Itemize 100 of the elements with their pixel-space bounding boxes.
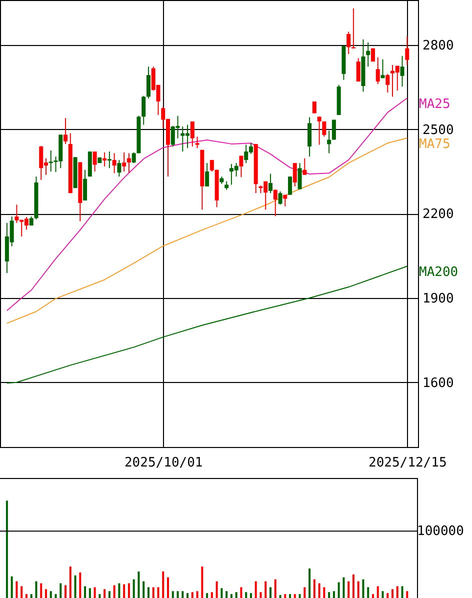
bar bbox=[372, 594, 374, 598]
series-label: MA75 bbox=[419, 137, 450, 152]
series-label: MA25 bbox=[419, 97, 450, 112]
bar bbox=[118, 583, 120, 598]
bar bbox=[79, 572, 82, 598]
candlestick bbox=[268, 173, 272, 194]
bar bbox=[167, 577, 170, 598]
bar bbox=[357, 581, 360, 598]
bar bbox=[60, 583, 62, 598]
bar bbox=[392, 589, 394, 598]
bar bbox=[274, 579, 276, 598]
bar bbox=[264, 581, 267, 598]
bar bbox=[401, 586, 404, 598]
candlestick bbox=[317, 116, 322, 146]
candlestick bbox=[380, 58, 385, 79]
bar bbox=[104, 589, 106, 598]
candlestick bbox=[190, 120, 194, 147]
bar bbox=[332, 591, 335, 598]
bar bbox=[338, 582, 340, 598]
candlestick bbox=[400, 55, 404, 88]
candlestick bbox=[278, 190, 282, 206]
candlestick bbox=[366, 42, 370, 68]
candlestick bbox=[327, 130, 332, 154]
bar bbox=[88, 588, 91, 598]
candlestick bbox=[205, 162, 210, 187]
candlestick bbox=[132, 152, 136, 164]
bar bbox=[132, 579, 135, 598]
bar bbox=[206, 593, 208, 598]
bar bbox=[254, 581, 257, 598]
annotation: 100000 bbox=[417, 524, 464, 540]
candlestick bbox=[351, 8, 356, 49]
bar bbox=[25, 594, 28, 598]
candlestick bbox=[112, 152, 116, 174]
y-tick-label: 2800 bbox=[422, 38, 454, 54]
bar bbox=[313, 579, 316, 598]
bar bbox=[152, 587, 154, 598]
candlestick bbox=[83, 169, 88, 201]
line-series bbox=[6, 98, 408, 312]
candlestick bbox=[64, 118, 68, 144]
bar bbox=[64, 585, 67, 598]
bar bbox=[172, 591, 174, 598]
bar bbox=[382, 591, 384, 598]
bar bbox=[210, 592, 213, 598]
candlestick bbox=[288, 176, 292, 196]
bar bbox=[40, 583, 42, 598]
candlestick bbox=[239, 155, 244, 178]
bar bbox=[245, 592, 248, 598]
bar bbox=[138, 571, 140, 598]
bar bbox=[50, 591, 52, 598]
bar bbox=[386, 593, 389, 598]
y-tick-label: 1900 bbox=[422, 292, 454, 306]
bar bbox=[176, 591, 179, 598]
bar bbox=[94, 587, 96, 598]
bar bbox=[84, 586, 86, 598]
bar bbox=[260, 592, 262, 598]
bar bbox=[367, 587, 370, 598]
bar bbox=[230, 594, 232, 598]
bar bbox=[113, 585, 116, 598]
bar bbox=[123, 584, 126, 598]
bar bbox=[201, 566, 204, 598]
bar bbox=[323, 587, 326, 598]
bar bbox=[98, 594, 101, 598]
bar bbox=[396, 586, 398, 598]
bar bbox=[191, 592, 194, 598]
line-series bbox=[6, 138, 408, 324]
candlestick bbox=[308, 116, 312, 158]
series-label: MA200 bbox=[419, 265, 458, 280]
bar bbox=[348, 581, 350, 598]
bar bbox=[10, 576, 13, 598]
x-tick-label: 2025/12/15 bbox=[368, 456, 447, 470]
y-tick-label: 2500 bbox=[422, 122, 454, 138]
bar bbox=[182, 591, 184, 598]
bar bbox=[69, 566, 72, 598]
bar bbox=[308, 568, 311, 598]
bar bbox=[186, 593, 189, 598]
candlestick bbox=[92, 151, 97, 172]
line-series bbox=[6, 266, 408, 384]
candlestick bbox=[146, 66, 150, 99]
candlestick bbox=[122, 152, 126, 172]
candlestick bbox=[195, 136, 200, 149]
candlestick bbox=[405, 36, 410, 66]
candlestick bbox=[273, 189, 278, 217]
bar bbox=[44, 589, 47, 598]
bar bbox=[269, 587, 272, 598]
bar bbox=[318, 583, 320, 598]
candlestick bbox=[356, 58, 360, 82]
bar bbox=[216, 581, 218, 598]
bar bbox=[108, 591, 110, 598]
bar bbox=[352, 574, 354, 598]
bar bbox=[240, 587, 242, 598]
bar bbox=[298, 594, 301, 598]
bar bbox=[235, 592, 238, 598]
x-tick-label: 2025/10/01 bbox=[124, 456, 203, 470]
candlestick bbox=[292, 162, 297, 187]
bar bbox=[304, 587, 306, 598]
bar bbox=[289, 594, 292, 598]
bar bbox=[250, 593, 252, 598]
bar bbox=[226, 591, 228, 598]
bar bbox=[128, 583, 130, 598]
bar bbox=[328, 592, 330, 598]
